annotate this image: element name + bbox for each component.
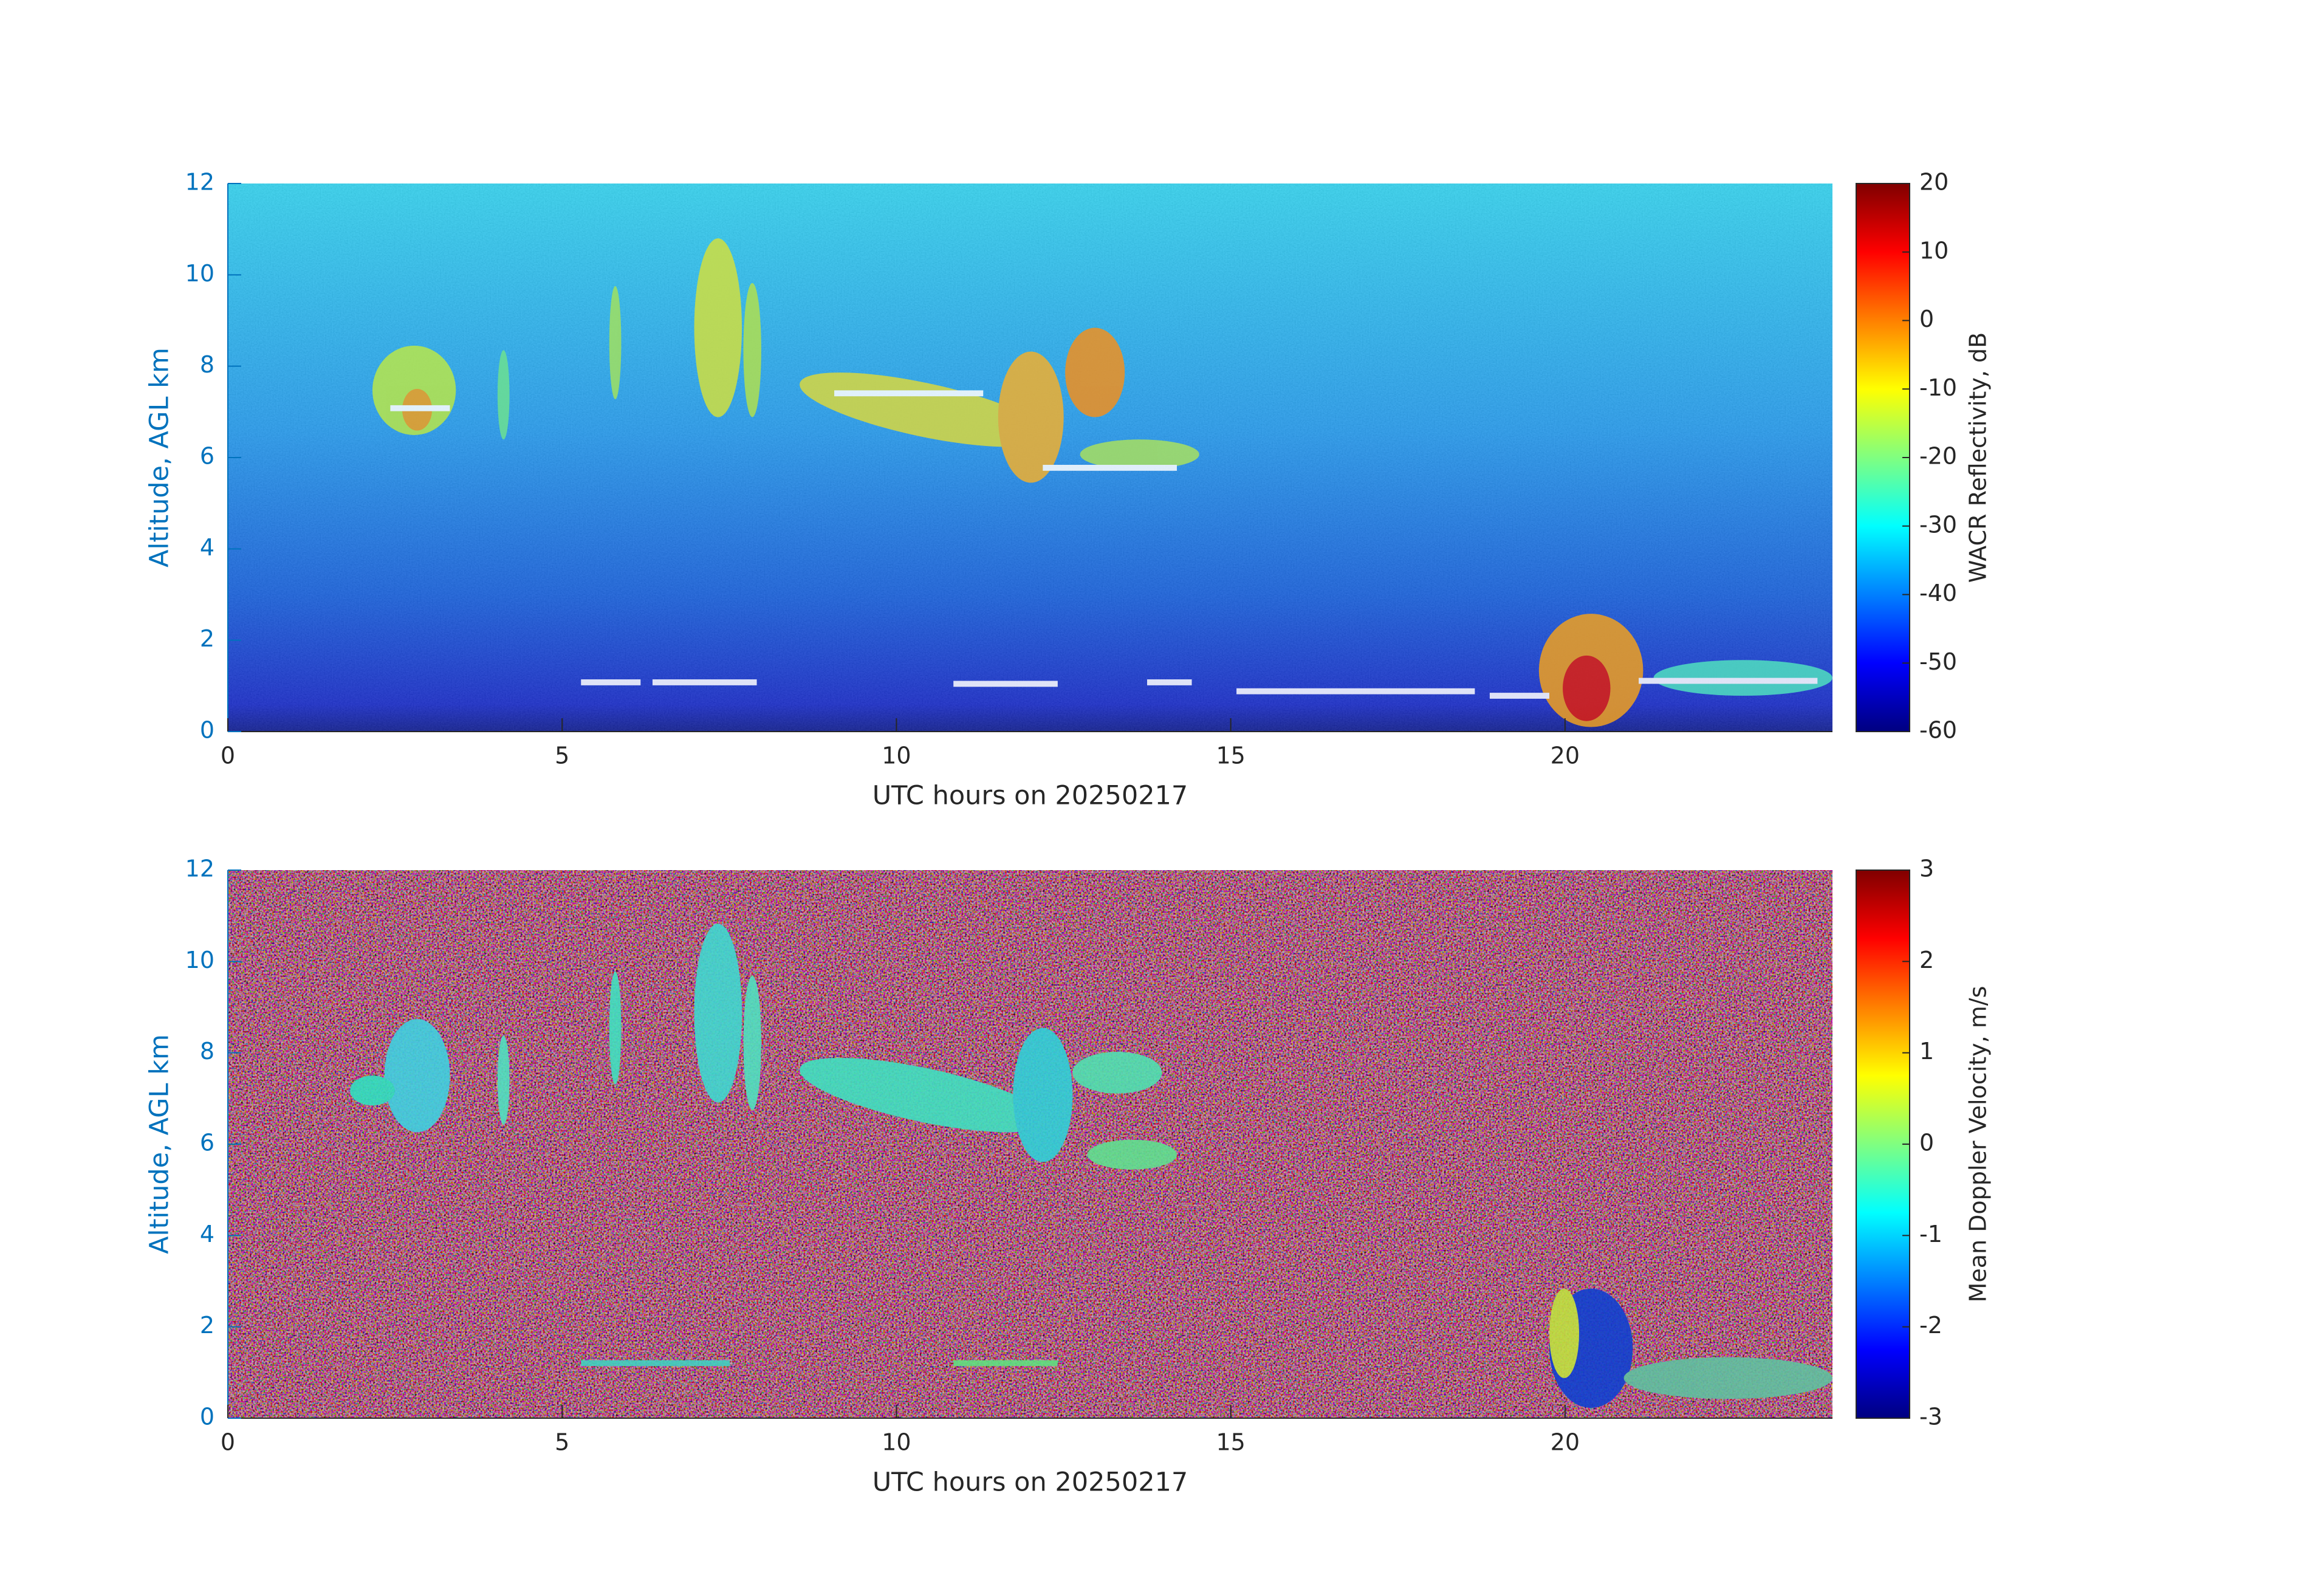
colorbar-tick-label: -2 — [1919, 1312, 1942, 1339]
y-tick-label: 12 — [185, 856, 214, 882]
x-tick-label: 5 — [555, 743, 569, 769]
colorbar-tick-label: 2 — [1919, 947, 1934, 973]
colorbar-tick-label: -40 — [1919, 580, 1957, 606]
y-tick-label: 12 — [185, 169, 214, 196]
x-tick-label: 10 — [882, 1429, 911, 1456]
x-tick-label: 0 — [221, 1429, 235, 1456]
y-tick-label: 10 — [185, 947, 214, 973]
y-tick-label: 10 — [185, 260, 214, 287]
x-tick-label: 0 — [221, 743, 235, 769]
y-axis-label: Altitude, AGL km — [145, 348, 175, 568]
colorbar-tick-label: 0 — [1919, 1130, 1934, 1156]
y-tick-label: 2 — [200, 1312, 214, 1339]
y-axis-label: Altitude, AGL km — [145, 1034, 175, 1254]
colorbar-tick-label: 10 — [1919, 237, 1949, 264]
x-axis-label: UTC hours on 20250217 — [872, 781, 1188, 811]
radar-field — [228, 184, 1832, 732]
colorbar-tick-label: -20 — [1919, 443, 1957, 470]
x-axis-label: UTC hours on 20250217 — [872, 1467, 1188, 1498]
colorbar-tick-label: 1 — [1919, 1038, 1934, 1065]
colorbar-tick-label: -10 — [1919, 374, 1957, 401]
x-tick-label: 15 — [1216, 1429, 1245, 1456]
colorbar-tick-label: -1 — [1919, 1221, 1942, 1247]
colorbar-tick-label: -60 — [1919, 717, 1957, 744]
colorbar — [1856, 870, 1910, 1419]
y-tick-label: 0 — [200, 717, 214, 744]
x-tick-label: 10 — [882, 743, 911, 769]
y-tick-label: 4 — [200, 534, 214, 561]
x-tick-label: 5 — [555, 1429, 569, 1456]
colorbar-label: WACR Reflectivity, dB — [1965, 332, 1992, 583]
radar-field — [228, 870, 1832, 1418]
y-tick-label: 0 — [200, 1404, 214, 1430]
colorbar-label: Mean Doppler Velocity, m/s — [1965, 986, 1992, 1303]
colorbar-tick-label: -50 — [1919, 648, 1957, 675]
y-tick-label: 8 — [200, 351, 214, 378]
x-tick-label: 15 — [1216, 743, 1245, 769]
x-tick-label: 20 — [1551, 743, 1580, 769]
y-tick-label: 6 — [200, 443, 214, 470]
colorbar-tick-label: 3 — [1919, 856, 1934, 882]
colorbar — [1856, 183, 1910, 732]
y-tick-label: 2 — [200, 625, 214, 652]
y-tick-label: 6 — [200, 1130, 214, 1156]
x-tick-label: 20 — [1551, 1429, 1580, 1456]
y-tick-label: 4 — [200, 1221, 214, 1247]
colorbar-tick-label: -3 — [1919, 1404, 1942, 1430]
colorbar-tick-label: 20 — [1919, 169, 1949, 196]
y-tick-label: 8 — [200, 1038, 214, 1065]
colorbar-tick-label: 0 — [1919, 306, 1934, 332]
colorbar-tick-label: -30 — [1919, 511, 1957, 538]
